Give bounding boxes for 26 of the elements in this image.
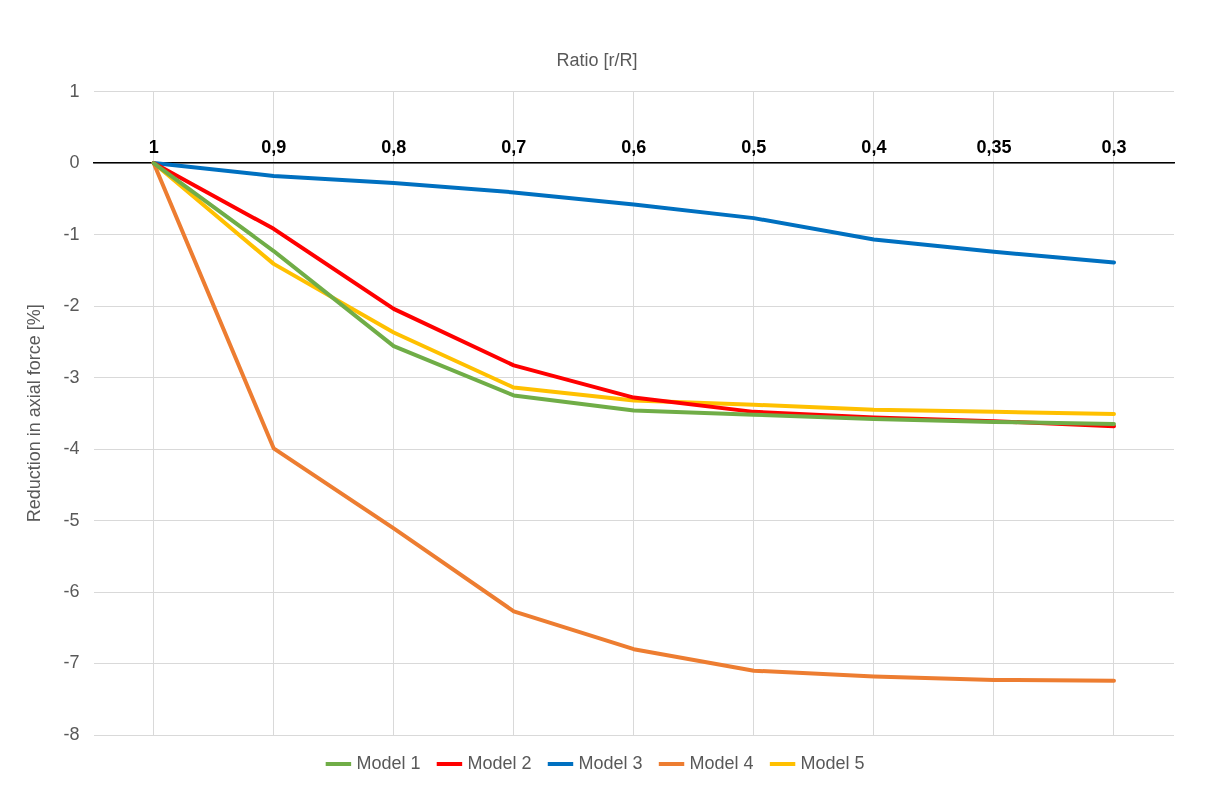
y-axis-title: Reduction in axial force [%] xyxy=(23,304,44,523)
y-tick-label: -5 xyxy=(63,509,80,530)
x-tick-label: 0,8 xyxy=(381,137,407,158)
x-tick-label: 1 xyxy=(148,137,159,158)
x-tick-label: 0,6 xyxy=(621,137,647,158)
legend-label: Model 5 xyxy=(800,752,865,773)
legend-label: Model 2 xyxy=(467,752,532,773)
y-tick-label: -2 xyxy=(63,295,80,316)
y-tick-label: -4 xyxy=(63,438,80,459)
y-tick-label: -8 xyxy=(63,723,80,744)
legend-label: Model 4 xyxy=(689,752,754,773)
x-tick-label: 0,5 xyxy=(741,137,767,158)
y-tick-label: -1 xyxy=(63,223,80,244)
x-tick-label: 0,7 xyxy=(501,137,527,158)
x-tick-label: 0,35 xyxy=(976,137,1012,158)
y-tick-label: 0 xyxy=(69,152,80,173)
y-tick-label: -3 xyxy=(63,366,80,387)
x-axis-title: Ratio [r/R] xyxy=(556,49,638,70)
x-tick-label: 0,9 xyxy=(261,137,287,158)
y-tick-label: 1 xyxy=(69,80,80,101)
x-tick-label: 0,3 xyxy=(1101,137,1127,158)
y-tick-label: -6 xyxy=(63,580,80,601)
legend-label: Model 1 xyxy=(356,752,421,773)
legend-label: Model 3 xyxy=(578,752,643,773)
y-tick-label: -7 xyxy=(63,652,80,673)
x-tick-label: 0,4 xyxy=(861,137,887,158)
